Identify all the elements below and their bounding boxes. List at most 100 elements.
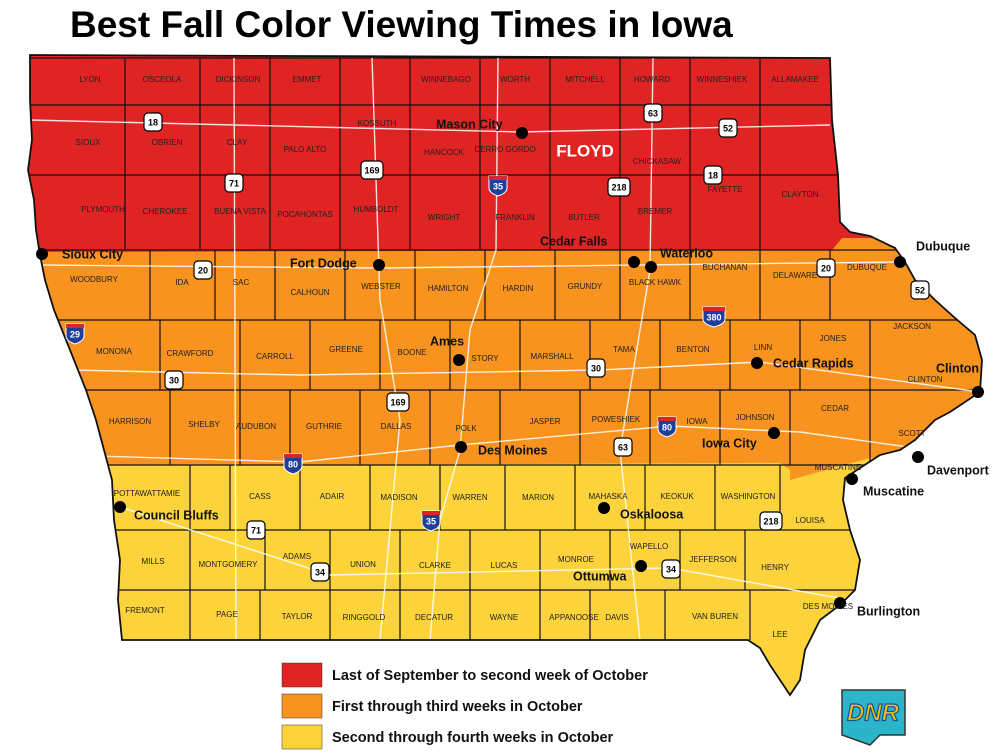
shield-number: 29 xyxy=(70,329,80,339)
county-label: CLAY xyxy=(227,138,248,147)
shield-number: 218 xyxy=(763,516,778,526)
highway-shield: 18 xyxy=(143,112,163,132)
zone-red xyxy=(28,55,982,252)
county-label: STORY xyxy=(471,354,499,363)
county-label: CARROLL xyxy=(256,352,294,361)
shield-number: 35 xyxy=(493,181,503,191)
highway-shield: 71 xyxy=(224,173,244,193)
county-label: JONES xyxy=(820,334,847,343)
shield-body xyxy=(283,453,303,475)
shield-body xyxy=(164,370,184,390)
county-label: IDA xyxy=(175,278,189,287)
shield-number: 80 xyxy=(662,422,672,432)
shield-body xyxy=(613,437,633,457)
legend-label: Second through fourth weeks in October xyxy=(332,730,614,746)
city-label: Davenport xyxy=(927,463,990,477)
shield-number: 30 xyxy=(591,363,601,373)
highway-shield: 80 xyxy=(657,416,677,438)
city-label: Iowa City xyxy=(702,436,757,450)
shield-body xyxy=(657,416,677,438)
county-label: CALHOUN xyxy=(290,288,329,297)
road xyxy=(119,506,851,601)
county-label: MONROE xyxy=(558,555,594,564)
city-dot xyxy=(36,248,48,260)
city-label: Mason City xyxy=(436,117,503,131)
county-label: CLINTON xyxy=(908,375,943,384)
county-label: RINGGOLD xyxy=(343,613,386,622)
city-dot xyxy=(598,502,610,514)
county-label: FAYETTE xyxy=(708,185,743,194)
city-dot xyxy=(972,386,984,398)
shield-body xyxy=(360,160,384,180)
highway-shield: 169 xyxy=(360,160,384,180)
road xyxy=(233,57,237,641)
shield-number: 34 xyxy=(666,564,676,574)
city-label: Dubuque xyxy=(916,239,970,253)
city-dot xyxy=(635,560,647,572)
county-label: OSCEOLA xyxy=(143,75,182,84)
city-dot xyxy=(846,473,858,485)
legend-swatch xyxy=(281,724,323,750)
shield-number: 380 xyxy=(706,312,721,322)
county-label: WORTH xyxy=(500,75,530,84)
highway-shield: 30 xyxy=(586,358,606,378)
county-label: CHICKASAW xyxy=(633,157,682,166)
county-label: DAVIS xyxy=(605,613,628,622)
city-label: Sioux City xyxy=(62,247,123,261)
county-label: WASHINGTON xyxy=(721,492,776,501)
county-label: MONONA xyxy=(96,347,133,356)
county-label: CHEROKEE xyxy=(143,207,188,216)
shield-body xyxy=(910,280,930,300)
highway-shield: 20 xyxy=(193,260,213,280)
shield-top xyxy=(66,324,84,328)
shield-top xyxy=(284,454,302,458)
shield-number: 35 xyxy=(426,516,436,526)
county-label: HARRISON xyxy=(109,417,151,426)
county-label: UNION xyxy=(350,560,376,569)
shield-number: 218 xyxy=(611,182,626,192)
county-label: FREMONT xyxy=(125,606,165,615)
county-label: LINN xyxy=(754,343,772,352)
county-label: LOUISA xyxy=(795,516,825,525)
county-label: MITCHELL xyxy=(565,75,605,84)
county-label: GREENE xyxy=(329,345,363,354)
county-label: HENRY xyxy=(761,563,790,572)
county-label: POTTAWATTAMIE xyxy=(114,489,181,498)
highway-shield: 52 xyxy=(910,280,930,300)
county-label: HARDIN xyxy=(503,284,534,293)
county-label: WINNEBAGO xyxy=(421,75,471,84)
shield-body xyxy=(703,165,723,185)
county-label: KOSSUTH xyxy=(358,119,397,128)
county-label: HANCOCK xyxy=(424,148,465,157)
city-dot xyxy=(516,127,528,139)
county-label: WEBSTER xyxy=(361,282,401,291)
county-label: SIOUX xyxy=(76,138,102,147)
highway-shield: 35 xyxy=(421,510,441,532)
shield-body xyxy=(65,323,85,345)
county-label: POWESHIEK xyxy=(592,415,641,424)
city-dot xyxy=(912,451,924,463)
highway-shield: 169 xyxy=(386,392,410,412)
county-label: DES MOINES xyxy=(803,602,853,611)
legend-label: First through third weeks in October xyxy=(332,699,583,715)
road xyxy=(429,57,499,641)
county-label: WARREN xyxy=(452,493,487,502)
county-label: ALLAMAKEE xyxy=(771,75,819,84)
county-label: GUTHRIE xyxy=(306,422,342,431)
county-label: DECATUR xyxy=(415,613,453,622)
county-label: ADAMS xyxy=(283,552,311,561)
highway-shield: 20 xyxy=(816,258,836,278)
county-label: WRIGHT xyxy=(428,213,461,222)
county-label: BOONE xyxy=(398,348,427,357)
shield-number: 71 xyxy=(251,525,261,535)
county-label: JACKSON xyxy=(893,322,931,331)
county-label: DALLAS xyxy=(381,422,412,431)
county-label: BREMER xyxy=(638,207,672,216)
county-label: DUBUQUE xyxy=(847,263,887,272)
legend-label: Last of September to second week of Octo… xyxy=(332,668,648,684)
highway-shield: 34 xyxy=(661,559,681,579)
city-label: Burlington xyxy=(857,604,920,618)
county-label: BLACK HAWK xyxy=(629,278,682,287)
labels: LYON OSCEOLA DICKINSON EMMET WINNEBAGO WORTH M… xyxy=(36,75,990,639)
